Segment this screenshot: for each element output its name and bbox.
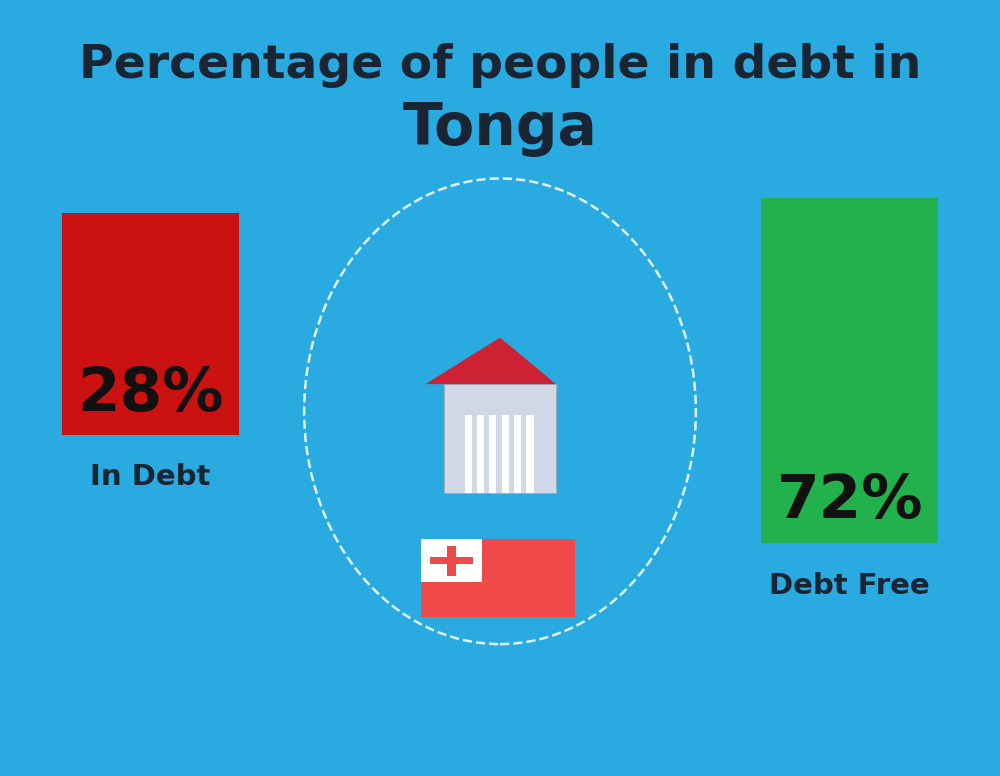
FancyBboxPatch shape [526, 415, 534, 493]
FancyBboxPatch shape [477, 415, 484, 493]
FancyBboxPatch shape [761, 198, 938, 543]
Text: Tonga: Tonga [403, 99, 597, 157]
Text: 28%: 28% [77, 365, 224, 424]
FancyBboxPatch shape [444, 384, 556, 493]
FancyBboxPatch shape [502, 415, 509, 493]
FancyBboxPatch shape [465, 415, 472, 493]
Text: In Debt: In Debt [90, 463, 210, 491]
FancyBboxPatch shape [421, 539, 575, 617]
FancyBboxPatch shape [489, 415, 496, 493]
FancyBboxPatch shape [514, 415, 521, 493]
FancyBboxPatch shape [447, 546, 456, 576]
Text: Percentage of people in debt in: Percentage of people in debt in [79, 43, 921, 88]
FancyBboxPatch shape [62, 213, 239, 435]
FancyBboxPatch shape [421, 539, 482, 582]
Text: Debt Free: Debt Free [769, 572, 930, 600]
Text: 72%: 72% [776, 473, 923, 532]
Polygon shape [425, 338, 556, 384]
FancyBboxPatch shape [430, 557, 473, 564]
Text: 🏦: 🏦 [454, 337, 546, 486]
